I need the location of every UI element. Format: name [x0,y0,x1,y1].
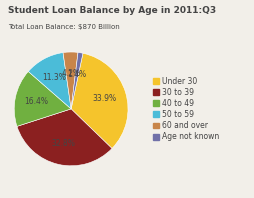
Text: 16.4%: 16.4% [25,97,49,106]
Legend: Under 30, 30 to 39, 40 to 49, 50 to 59, 60 and over, Age not known: Under 30, 30 to 39, 40 to 49, 50 to 59, … [153,77,220,141]
Text: 32.8%: 32.8% [51,139,75,148]
Text: 11.3%: 11.3% [42,73,66,82]
Text: 4.2%: 4.2% [61,69,80,78]
Wedge shape [71,53,128,148]
Wedge shape [63,52,78,109]
Wedge shape [17,109,112,166]
Wedge shape [71,52,83,109]
Text: Total Loan Balance: $870 Billion: Total Loan Balance: $870 Billion [8,24,119,30]
Wedge shape [28,53,71,109]
Text: 33.9%: 33.9% [93,94,117,103]
Text: Student Loan Balance by Age in 2011:Q3: Student Loan Balance by Age in 2011:Q3 [8,6,216,15]
Text: 1.4%: 1.4% [67,70,87,79]
Wedge shape [14,71,71,126]
